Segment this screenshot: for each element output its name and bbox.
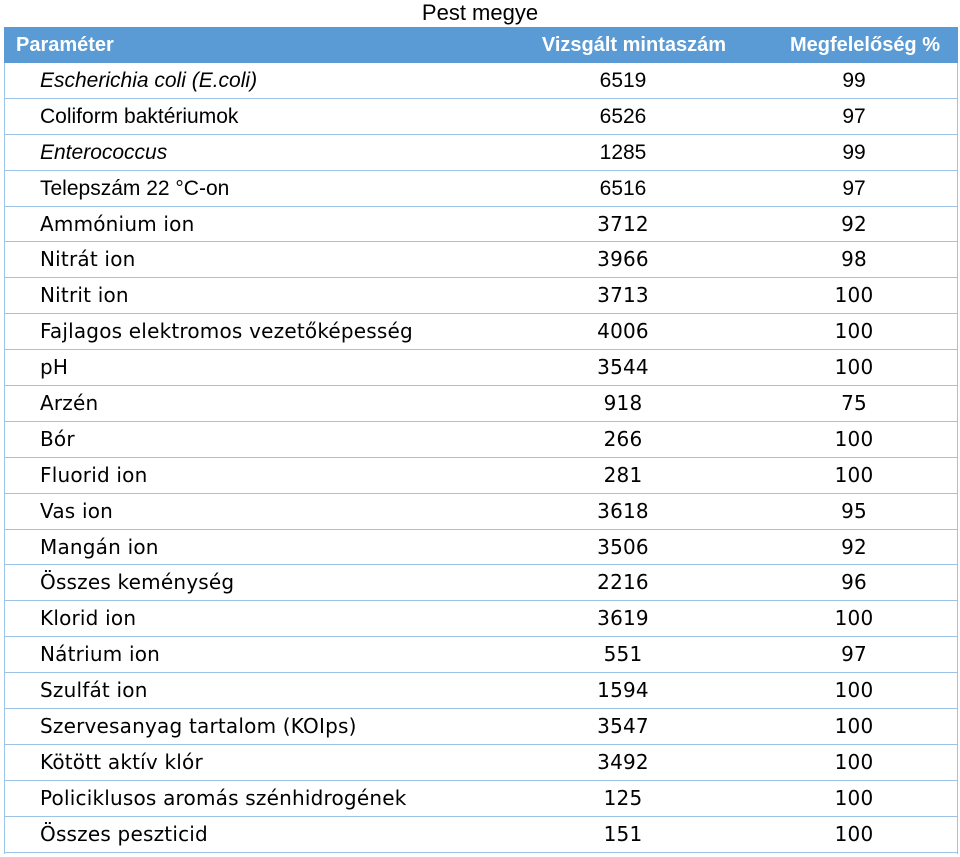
row-sample-count: 1285 <box>599 140 647 164</box>
row-sample-count: 3966 <box>597 247 649 272</box>
table-row: Szulfát ion 1594 100 <box>4 673 958 710</box>
table-row: Bór 266 100 <box>4 422 958 458</box>
row-parameter: Fluorid ion <box>40 462 148 487</box>
row-sample-count: 3618 <box>597 498 649 523</box>
row-parameter: pH <box>40 355 69 380</box>
row-sample-count: 151 <box>603 821 643 846</box>
row-parameter: Telepszám 22 °C-on <box>40 176 230 200</box>
row-conformity: 100 <box>834 426 874 451</box>
row-parameter: Szervesanyag tartalom (KOIps) <box>40 714 357 739</box>
row-sample-count: 6519 <box>599 69 647 92</box>
table-row: Coliform baktériumok 6526 97 <box>4 99 958 135</box>
row-conformity: 97 <box>841 642 867 667</box>
row-conformity: 100 <box>834 355 874 380</box>
row-parameter: Ammónium ion <box>40 211 195 236</box>
row-conformity: 96 <box>841 570 867 595</box>
header-parameter: Paraméter <box>16 34 114 56</box>
row-sample-count: 2216 <box>597 570 649 595</box>
table-row: Ammónium ion 3712 92 <box>4 207 958 243</box>
table-row: Nitrát ion 3966 98 <box>4 242 958 279</box>
row-sample-count: 3544 <box>597 355 649 380</box>
row-sample-count: 6526 <box>599 104 647 128</box>
row-sample-count: 125 <box>603 785 643 810</box>
row-conformity: 100 <box>834 785 874 810</box>
row-sample-count: 3619 <box>597 606 649 631</box>
row-parameter: Nitrit ion <box>40 283 129 308</box>
row-parameter: Bór <box>40 426 75 451</box>
row-conformity: 92 <box>841 211 867 236</box>
row-parameter: Arzén <box>40 391 99 416</box>
table-row: Fajlagos elektromos vezetőképesség 4006 10… <box>4 314 958 351</box>
row-conformity: 100 <box>834 821 874 846</box>
table-row: Nátrium ion 551 97 <box>4 637 958 674</box>
row-conformity: 95 <box>841 498 867 523</box>
table-row: Enterococcus 1285 99 <box>4 135 958 171</box>
row-parameter: Fajlagos elektromos vezetőképesség <box>40 319 413 344</box>
table-row: Összes peszticid 151 100 <box>4 817 958 853</box>
row-conformity: 100 <box>834 714 874 739</box>
row-conformity: 92 <box>841 534 867 559</box>
row-conformity: 99 <box>842 69 866 92</box>
row-sample-count: 1594 <box>597 678 649 703</box>
row-conformity: 97 <box>842 104 866 128</box>
row-sample-count: 3492 <box>597 749 649 774</box>
row-conformity: 99 <box>842 140 866 164</box>
row-sample-count: 266 <box>603 426 643 451</box>
header-conformity: Megfelelőség % <box>789 34 940 56</box>
row-parameter: Összes peszticid <box>40 821 208 846</box>
table-row: Telepszám 22 °C-on 6516 97 <box>4 171 958 207</box>
row-parameter: Vas ion <box>40 498 114 523</box>
row-conformity: 100 <box>834 462 874 487</box>
table-row: Mangán ion 3506 92 <box>4 530 958 566</box>
row-conformity: 97 <box>842 176 866 200</box>
table-body: Escherichia coli (E.coli) 6519 99 Coliform … <box>4 63 958 853</box>
table-row: Vas ion 3618 95 <box>4 494 958 530</box>
row-sample-count: 6516 <box>599 176 647 200</box>
row-parameter: Coliform baktériumok <box>40 104 239 128</box>
row-conformity: 100 <box>834 678 874 703</box>
row-parameter: Nitrát ion <box>40 247 136 272</box>
row-sample-count: 281 <box>603 462 643 487</box>
table-row: Klorid ion 3619 100 <box>4 601 958 638</box>
row-parameter: Policiklusos aromás szénhidrogének <box>40 785 407 810</box>
row-sample-count: 551 <box>603 642 643 667</box>
table-row: Policiklusos aromás szénhidrogének 125 100 <box>4 781 958 817</box>
table-row: Szervesanyag tartalom (KOIps) 3547 100 <box>4 709 958 745</box>
table-right-border <box>957 63 958 854</box>
row-conformity: 100 <box>834 606 874 631</box>
table-row: Kötött aktív klór 3492 100 <box>4 745 958 781</box>
table-row: Összes keménység 2216 96 <box>4 565 958 602</box>
row-conformity: 100 <box>834 749 874 774</box>
row-parameter: Kötött aktív klór <box>40 749 203 774</box>
row-parameter: Mangán ion <box>40 534 159 559</box>
table-row: pH 3544 100 <box>4 350 958 387</box>
row-sample-count: 4006 <box>597 319 649 344</box>
table-left-border <box>4 63 5 854</box>
row-parameter: Nátrium ion <box>40 642 161 667</box>
table-row: Arzén 918 75 <box>4 386 958 422</box>
row-parameter: Escherichia coli (E.coli) <box>40 69 258 92</box>
table-row: Escherichia coli (E.coli) 6519 99 <box>4 63 958 99</box>
row-parameter: Szulfát ion <box>40 678 148 703</box>
row-conformity: 100 <box>834 283 874 308</box>
row-parameter: Enterococcus <box>40 140 168 164</box>
table-row: Fluorid ion 281 100 <box>4 458 958 494</box>
row-parameter: Klorid ion <box>40 606 137 631</box>
row-sample-count: 3713 <box>597 283 649 308</box>
row-sample-count: 3506 <box>597 534 649 559</box>
table-title: Pest megye <box>421 0 539 25</box>
row-sample-count: 3712 <box>597 211 649 236</box>
row-sample-count: 3547 <box>597 714 649 739</box>
table-row: Nitrit ion 3713 100 <box>4 278 958 315</box>
row-conformity: 75 <box>841 391 867 416</box>
row-sample-count: 918 <box>603 391 643 416</box>
table-header: Paraméter Vizsgált mintaszám Megfelelősé… <box>4 27 958 63</box>
row-conformity: 100 <box>834 319 874 344</box>
header-sample-count: Vizsgált mintaszám <box>541 34 726 56</box>
row-conformity: 98 <box>841 247 867 272</box>
row-parameter: Összes keménység <box>40 570 235 595</box>
